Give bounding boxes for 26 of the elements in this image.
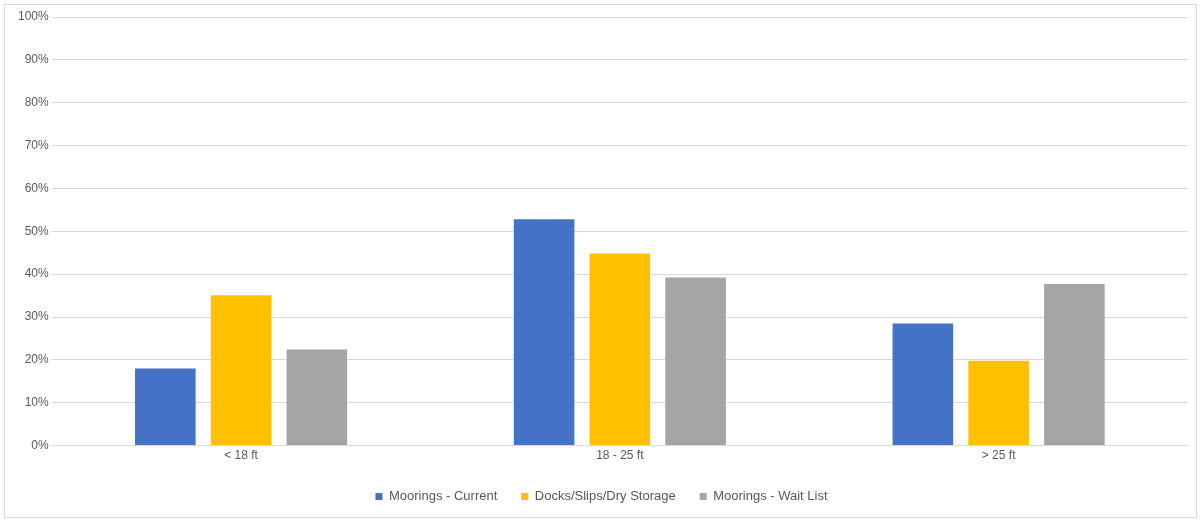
y-tick-label: 20% [24,352,50,367]
bar [892,323,954,446]
x-tick-label: < 18 ft [224,448,259,463]
y-tick-label: 0% [31,437,50,452]
bar [210,295,272,446]
legend-label: Docks/Slips/Dry Storage [534,488,676,504]
y-tick-label: 60% [24,180,50,195]
y-tick-label: 10% [24,395,50,410]
bar [968,360,1029,446]
bar [513,219,575,446]
bar [286,349,348,446]
legend-label: Moorings - Current [388,488,498,504]
bar [589,253,651,446]
y-tick-label: 100% [17,9,50,24]
legend-label: Moorings - Wait List [713,488,828,504]
bar [135,368,196,446]
y-tick-label: 90% [24,52,50,67]
y-tick-label: 80% [24,95,50,110]
bar [665,277,726,446]
y-tick-label: 70% [24,137,50,152]
x-tick-label: > 25 ft [981,448,1017,463]
y-tick-label: 30% [24,309,50,324]
y-tick-label: 40% [24,266,50,281]
x-tick-label: 18 - 25 ft [596,448,645,463]
bar [1044,284,1105,446]
y-tick-label: 50% [24,223,50,238]
